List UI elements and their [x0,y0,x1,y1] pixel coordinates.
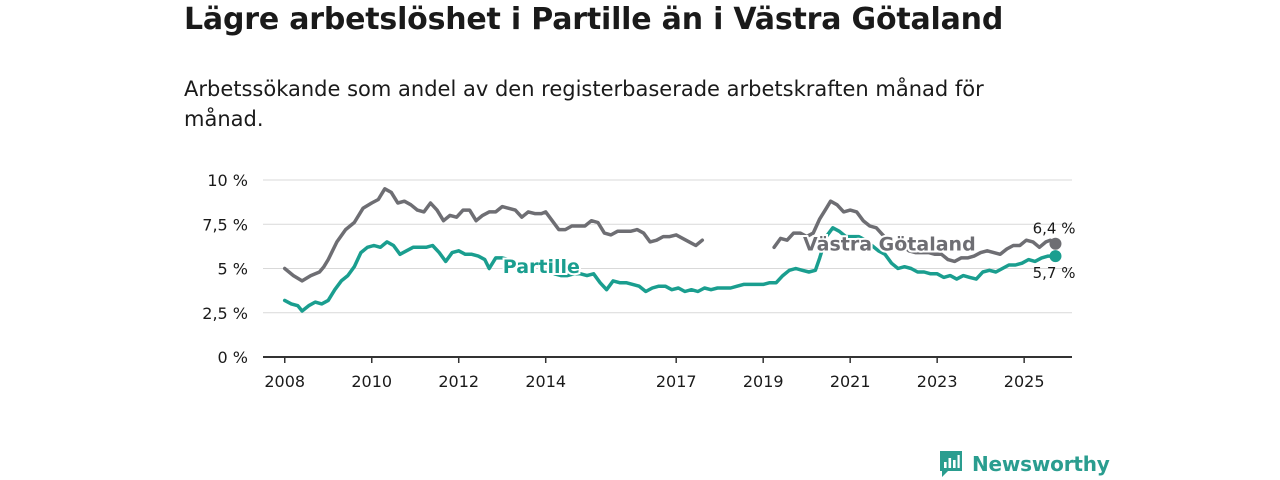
x-tick-label: 2014 [525,372,566,391]
end-markers: 6,4 % 5,7 % [1033,220,1076,282]
x-tick-label: 2010 [351,372,392,391]
brand-name: Newsworthy [972,452,1110,476]
x-tick-label: 2023 [917,372,958,391]
series-line-partille-forts- [552,226,1058,294]
x-tick-label: 2025 [1004,372,1045,391]
y-tick-label: 0 % [218,348,248,367]
series-label: Västra Götaland [803,234,976,256]
end-label-partille: 5,7 % [1033,264,1076,282]
newsworthy-brand[interactable]: Newsworthy [938,448,1110,480]
y-tick-label: 5 % [218,260,248,279]
series-labels: Västra Götaland Partille [501,232,978,280]
series-line-västra-götaland [282,187,705,283]
y-tick-label: 7,5 % [202,215,248,234]
y-tick-label: 2,5 % [202,304,248,323]
end-marker-partille [1049,250,1062,263]
series-line-västra-götaland-forts- [772,199,1058,264]
chart-subtitle: Arbetssökande som andel av den registerb… [184,77,984,131]
x-tick-label: 2012 [438,372,479,391]
newsworthy-logo-icon [940,451,962,477]
series-lines [282,187,1058,313]
gridlines [263,179,1072,314]
x-tick-label: 2019 [743,372,784,391]
end-marker-vastra-gotaland [1049,237,1062,250]
y-axis-ticks: 0 % 2,5 % 5 % 7,5 % 10 % [202,171,248,367]
y-tick-label: 10 % [207,171,248,190]
x-tick-label: 2008 [264,372,305,391]
x-tick-label: 2021 [830,372,871,391]
series-label: Partille [503,256,580,278]
x-tick-label: 2017 [656,372,697,391]
end-label-vastra-gotaland: 6,4 % [1033,220,1076,238]
chart-title: Lägre arbetslöshet i Partille än i Västr… [184,2,1004,37]
x-axis-ticks: 2008 2010 2012 2014 2017 2019 2021 2023 2025 [264,357,1045,391]
series-line-partille [282,240,511,313]
